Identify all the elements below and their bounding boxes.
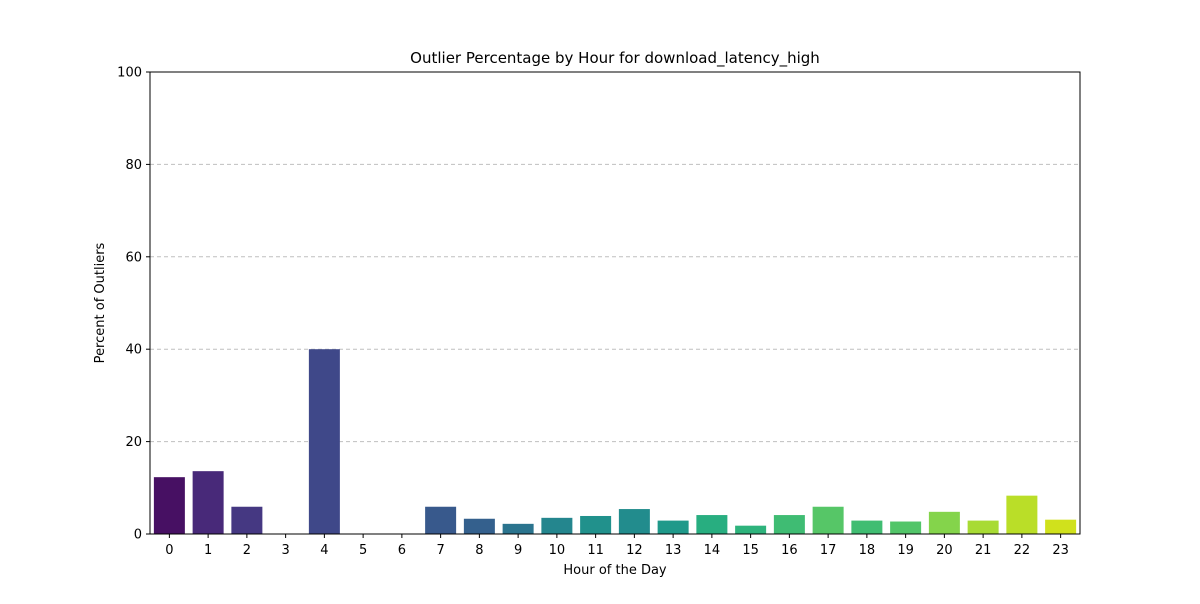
bar-hour-22 (1006, 495, 1038, 534)
bar-hour-18 (851, 520, 883, 534)
y-tick-label: 80 (125, 158, 142, 173)
bar-hour-17 (812, 506, 844, 534)
x-tick-label: 15 (742, 543, 759, 558)
bar-hour-21 (967, 520, 999, 534)
bar-hour-10 (541, 517, 573, 534)
bar-hour-14 (696, 515, 728, 534)
x-tick-label: 7 (436, 543, 444, 558)
x-tick-label: 10 (549, 543, 566, 558)
bar-hour-20 (928, 511, 960, 534)
y-tick-label: 100 (117, 66, 142, 81)
y-tick-label: 20 (125, 435, 142, 450)
x-tick-label: 3 (281, 543, 289, 558)
x-tick-label: 17 (820, 543, 837, 558)
y-tick-label: 60 (125, 250, 142, 265)
x-tick-label: 2 (243, 543, 251, 558)
bar-hour-13 (657, 520, 689, 534)
x-tick-label: 1 (204, 543, 212, 558)
bar-hour-16 (773, 515, 805, 534)
x-tick-label: 11 (587, 543, 604, 558)
y-axis-label: Percent of Outliers (93, 242, 108, 363)
x-tick-label: 23 (1052, 543, 1069, 558)
x-tick-label: 14 (704, 543, 721, 558)
x-tick-label: 16 (781, 543, 798, 558)
y-tick-label: 40 (125, 343, 142, 358)
bars-layer (153, 349, 1077, 534)
bar-hour-19 (890, 521, 922, 534)
bar-hour-15 (735, 525, 767, 534)
y-tick-label: 0 (134, 528, 142, 543)
bar-hour-0 (153, 477, 185, 534)
grid-layer (150, 163, 1080, 443)
x-tick-label: 19 (897, 543, 914, 558)
x-tick-label: 21 (975, 543, 992, 558)
x-tick-label: 5 (359, 543, 367, 558)
bar-hour-12 (618, 509, 650, 534)
bar-hour-1 (192, 471, 224, 534)
x-axis-label: Hour of the Day (563, 563, 667, 578)
x-tick-label: 8 (475, 543, 483, 558)
bar-hour-8 (463, 518, 495, 534)
x-tick-label: 9 (514, 543, 522, 558)
plot-frame (149, 71, 1081, 535)
x-tick-label: 4 (320, 543, 328, 558)
bar-hour-11 (580, 515, 612, 534)
bar-hour-2 (231, 506, 263, 534)
x-tick-label: 13 (665, 543, 682, 558)
x-tick-label: 12 (626, 543, 643, 558)
x-tick-label: 18 (859, 543, 876, 558)
bar-hour-23 (1045, 519, 1077, 534)
x-tick-label: 22 (1014, 543, 1031, 558)
bar-hour-7 (425, 506, 457, 534)
chart-title: Outlier Percentage by Hour for download_… (410, 49, 820, 68)
x-tick-label: 6 (398, 543, 406, 558)
bar-hour-9 (502, 523, 534, 534)
x-tick-label: 0 (165, 543, 173, 558)
x-tick-label: 20 (936, 543, 953, 558)
bar-hour-4 (308, 349, 340, 534)
